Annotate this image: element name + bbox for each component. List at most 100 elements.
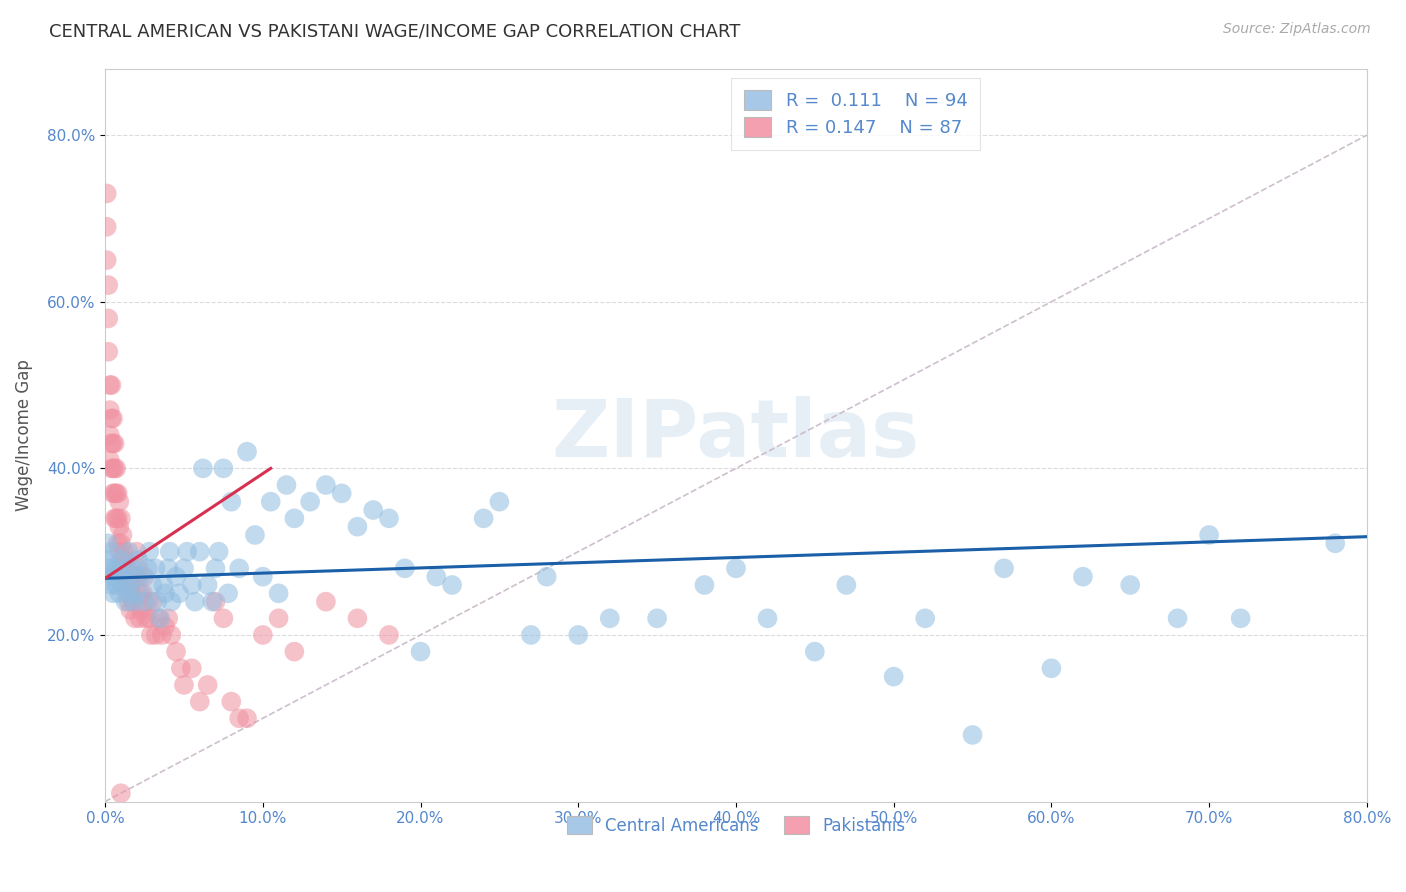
Point xyxy=(101,561,124,575)
Point xyxy=(105,486,128,500)
Point xyxy=(204,561,226,575)
Point xyxy=(105,511,128,525)
Point xyxy=(567,628,589,642)
Point xyxy=(108,586,131,600)
Point xyxy=(236,444,259,458)
Point xyxy=(124,611,146,625)
Text: Source: ZipAtlas.com: Source: ZipAtlas.com xyxy=(1223,22,1371,37)
Point xyxy=(100,461,122,475)
Point xyxy=(425,569,447,583)
Point xyxy=(157,561,180,575)
Point xyxy=(184,594,207,608)
Point xyxy=(299,494,322,508)
Point xyxy=(115,561,138,575)
Point xyxy=(96,553,118,567)
Point xyxy=(97,536,120,550)
Point xyxy=(993,561,1015,575)
Point xyxy=(191,461,214,475)
Point xyxy=(188,544,211,558)
Point xyxy=(165,569,187,583)
Point xyxy=(330,486,353,500)
Point xyxy=(441,578,464,592)
Point xyxy=(121,561,143,575)
Point xyxy=(115,578,138,592)
Point xyxy=(136,561,159,575)
Point xyxy=(128,569,150,583)
Point xyxy=(114,578,136,592)
Point xyxy=(804,645,827,659)
Text: CENTRAL AMERICAN VS PAKISTANI WAGE/INCOME GAP CORRELATION CHART: CENTRAL AMERICAN VS PAKISTANI WAGE/INCOM… xyxy=(49,22,741,40)
Point xyxy=(136,594,159,608)
Point xyxy=(111,528,134,542)
Point xyxy=(346,519,368,533)
Point xyxy=(112,569,135,583)
Point xyxy=(107,486,129,500)
Point xyxy=(160,628,183,642)
Point xyxy=(149,611,172,625)
Point xyxy=(883,670,905,684)
Point xyxy=(97,311,120,326)
Point xyxy=(157,611,180,625)
Point xyxy=(219,494,242,508)
Point xyxy=(107,561,129,575)
Point xyxy=(146,594,169,608)
Point xyxy=(100,411,122,425)
Point xyxy=(127,561,149,575)
Point xyxy=(108,544,131,558)
Point xyxy=(1167,611,1189,625)
Point xyxy=(110,786,132,800)
Point xyxy=(165,645,187,659)
Point xyxy=(267,611,290,625)
Text: ZIPatlas: ZIPatlas xyxy=(551,396,920,474)
Point xyxy=(124,569,146,583)
Point xyxy=(914,611,936,625)
Point xyxy=(138,544,160,558)
Point xyxy=(107,511,129,525)
Point xyxy=(107,536,129,550)
Point xyxy=(108,494,131,508)
Point xyxy=(100,544,122,558)
Point xyxy=(110,569,132,583)
Point xyxy=(110,536,132,550)
Point xyxy=(1119,578,1142,592)
Point xyxy=(252,628,274,642)
Point xyxy=(98,428,121,442)
Point xyxy=(134,569,156,583)
Point xyxy=(103,486,125,500)
Point xyxy=(111,578,134,592)
Point xyxy=(252,569,274,583)
Point xyxy=(176,544,198,558)
Point xyxy=(228,561,250,575)
Point xyxy=(98,453,121,467)
Point xyxy=(219,695,242,709)
Point xyxy=(153,620,176,634)
Point xyxy=(835,578,858,592)
Point xyxy=(101,486,124,500)
Point xyxy=(536,569,558,583)
Point xyxy=(118,594,141,608)
Point xyxy=(267,586,290,600)
Point xyxy=(100,436,122,450)
Point xyxy=(101,461,124,475)
Point xyxy=(167,586,190,600)
Point xyxy=(103,569,125,583)
Point xyxy=(100,378,122,392)
Point xyxy=(1198,528,1220,542)
Point xyxy=(153,586,176,600)
Point xyxy=(394,561,416,575)
Point xyxy=(98,378,121,392)
Point xyxy=(160,594,183,608)
Point xyxy=(208,544,231,558)
Point xyxy=(132,586,155,600)
Point xyxy=(128,611,150,625)
Point xyxy=(114,594,136,608)
Point xyxy=(118,544,141,558)
Point xyxy=(472,511,495,525)
Point xyxy=(346,611,368,625)
Point xyxy=(125,569,148,583)
Point xyxy=(122,569,145,583)
Point xyxy=(173,561,195,575)
Point xyxy=(180,578,202,592)
Point xyxy=(110,561,132,575)
Point xyxy=(1040,661,1063,675)
